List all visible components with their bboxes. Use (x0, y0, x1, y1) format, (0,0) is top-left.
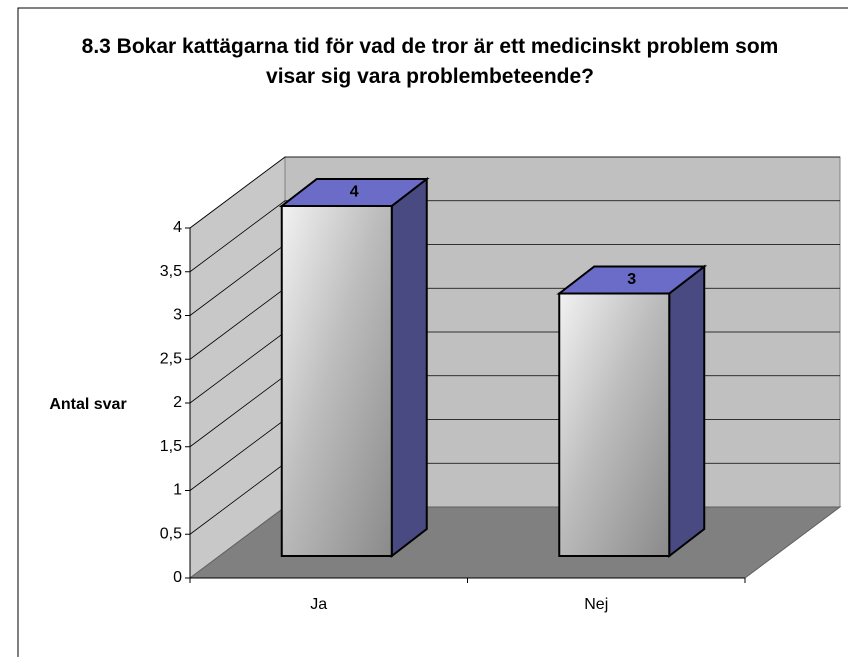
y-tick-label: 3 (173, 307, 182, 324)
data-label: 3 (627, 271, 636, 288)
y-tick-label: 1,5 (160, 438, 182, 455)
y-tick-label: 1 (173, 482, 182, 499)
chart-title: 8.3 Bokar kattägarna tid för vad de tror… (81, 35, 779, 88)
y-tick-label: 3,5 (160, 263, 182, 280)
x-tick-label: Nej (584, 596, 608, 613)
frame (17, 7, 848, 657)
bar (558, 292, 671, 557)
x-tick-label: Ja (310, 596, 327, 613)
bar (280, 205, 393, 557)
grid-line (189, 156, 840, 229)
y-tick-label: 0 (173, 569, 182, 586)
y-tick-label: 2,5 (160, 350, 182, 367)
y-tick-label: 4 (173, 219, 182, 236)
bar-side (668, 264, 706, 559)
y-tick-label: 0,5 (160, 525, 182, 542)
grid-line (189, 200, 840, 273)
y-axis-label: Antal svar (49, 396, 126, 413)
y-tick-label: 2 (173, 394, 182, 411)
bar-side (390, 176, 428, 559)
data-label: 4 (350, 184, 359, 201)
